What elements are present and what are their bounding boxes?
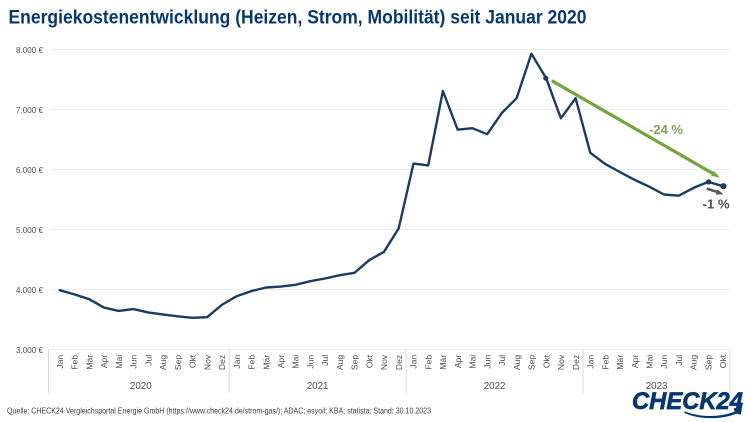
svg-text:Okt: Okt [718,354,728,368]
svg-text:2022: 2022 [484,381,506,392]
svg-text:Apr: Apr [99,355,109,369]
svg-text:Jan: Jan [232,355,242,369]
svg-text:2020: 2020 [130,381,152,392]
svg-text:Okt: Okt [541,354,551,368]
svg-text:Mär: Mär [84,355,94,370]
svg-text:Nov: Nov [202,354,212,370]
svg-text:Dez: Dez [394,355,404,370]
svg-text:Jan: Jan [409,355,419,369]
svg-text:Feb: Feb [600,355,610,370]
svg-text:-24 %: -24 % [649,122,683,137]
svg-text:Mai: Mai [291,355,301,369]
svg-text:Mär: Mär [438,355,448,370]
svg-text:Jun: Jun [482,355,492,369]
svg-text:6.000 €: 6.000 € [16,165,43,175]
svg-text:-1 %: -1 % [702,196,729,211]
svg-text:Okt: Okt [188,354,198,368]
svg-text:Mai: Mai [645,355,655,369]
svg-text:8.000 €: 8.000 € [16,45,43,55]
svg-text:Jun: Jun [129,355,139,369]
svg-text:Sep: Sep [527,355,537,371]
svg-text:Apr: Apr [276,355,286,369]
svg-text:Aug: Aug [689,355,699,371]
svg-text:7.000 €: 7.000 € [16,105,43,115]
svg-text:CHECK24: CHECK24 [632,388,743,415]
svg-text:Apr: Apr [453,355,463,369]
svg-text:Jul: Jul [320,355,330,366]
svg-text:3.000 €: 3.000 € [16,345,43,355]
svg-text:Sep: Sep [173,355,183,371]
svg-text:Apr: Apr [630,355,640,369]
svg-text:Mai: Mai [114,355,124,369]
svg-text:Jul: Jul [497,355,507,366]
svg-text:Aug: Aug [335,355,345,371]
svg-text:Jul: Jul [674,355,684,366]
svg-text:5.000 €: 5.000 € [16,225,43,235]
svg-text:Sep: Sep [350,355,360,371]
svg-text:Mär: Mär [261,355,271,370]
svg-text:Feb: Feb [70,355,80,370]
svg-text:Mai: Mai [468,355,478,369]
svg-text:Okt: Okt [364,354,374,368]
svg-text:Jun: Jun [659,355,669,369]
svg-text:Quelle: CHECK24 Vergleichsport: Quelle: CHECK24 Vergleichsportal Energie… [7,407,431,416]
svg-text:Mär: Mär [615,355,625,370]
svg-text:Jun: Jun [306,355,316,369]
svg-text:Nov: Nov [379,354,389,370]
svg-text:Jan: Jan [586,355,596,369]
svg-text:Feb: Feb [247,355,257,370]
svg-text:Jan: Jan [55,355,65,369]
svg-text:Dez: Dez [217,355,227,370]
svg-text:2023: 2023 [646,381,668,392]
svg-text:Energiekostenentwicklung (Heiz: Energiekostenentwicklung (Heizen, Strom,… [9,7,587,28]
svg-text:Feb: Feb [423,355,433,370]
svg-text:Aug: Aug [158,355,168,371]
svg-text:4.000 €: 4.000 € [16,285,43,295]
svg-text:Nov: Nov [556,354,566,370]
svg-text:2021: 2021 [307,381,329,392]
svg-text:Jul: Jul [143,355,153,366]
svg-text:Aug: Aug [512,355,522,371]
svg-text:Sep: Sep [704,355,714,371]
svg-text:Dez: Dez [571,355,581,370]
